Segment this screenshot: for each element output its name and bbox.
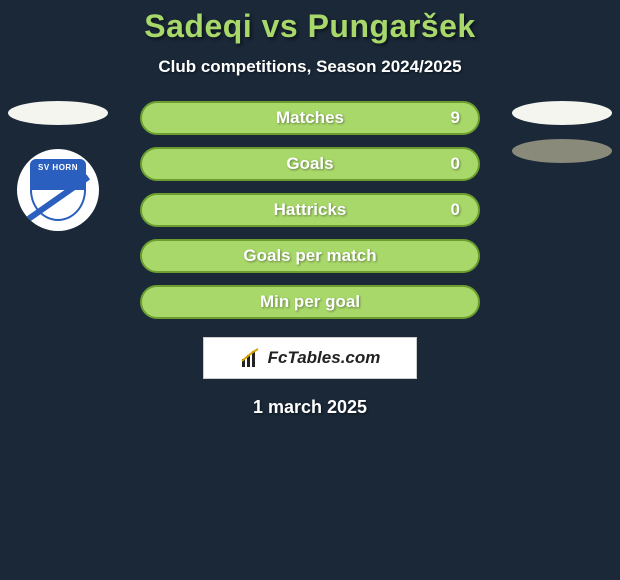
stat-label: Hattricks	[274, 200, 347, 220]
stat-label: Goals	[286, 154, 333, 174]
stat-row-matches: Matches 9	[140, 101, 480, 135]
subtitle: Club competitions, Season 2024/2025	[0, 57, 620, 77]
right-ellipse-top	[512, 101, 612, 125]
stat-row-min-per-goal: Min per goal	[140, 285, 480, 319]
date-line: 1 march 2025	[20, 397, 600, 418]
right-ellipse-bottom	[512, 139, 612, 163]
left-club-column: SV HORN	[8, 101, 108, 231]
stat-right-value: 0	[451, 200, 460, 220]
stat-label: Min per goal	[260, 292, 360, 312]
content-area: SV HORN Matches 9 Goals 0 Hattricks 0	[0, 101, 620, 418]
stat-row-hattricks: Hattricks 0	[140, 193, 480, 227]
stat-right-value: 9	[451, 108, 460, 128]
branding-text: FcTables.com	[268, 348, 381, 368]
stat-label: Goals per match	[243, 246, 376, 266]
branding-banner: FcTables.com	[203, 337, 417, 379]
stat-row-goals-per-match: Goals per match	[140, 239, 480, 273]
stat-row-goals: Goals 0	[140, 147, 480, 181]
shield-icon: SV HORN	[30, 159, 86, 221]
main-title: Sadeqi vs Pungaršek	[0, 0, 620, 45]
chart-icon	[240, 347, 262, 369]
infographic-container: Sadeqi vs Pungaršek Club competitions, S…	[0, 0, 620, 580]
shield-bottom	[30, 190, 86, 221]
left-ellipse-badge	[8, 101, 108, 125]
left-club-logo: SV HORN	[17, 149, 99, 231]
stat-label: Matches	[276, 108, 344, 128]
shield-text: SV HORN	[30, 163, 86, 172]
stat-right-value: 0	[451, 154, 460, 174]
stat-rows: Matches 9 Goals 0 Hattricks 0 Goals per …	[140, 101, 480, 319]
right-club-column	[512, 101, 612, 163]
